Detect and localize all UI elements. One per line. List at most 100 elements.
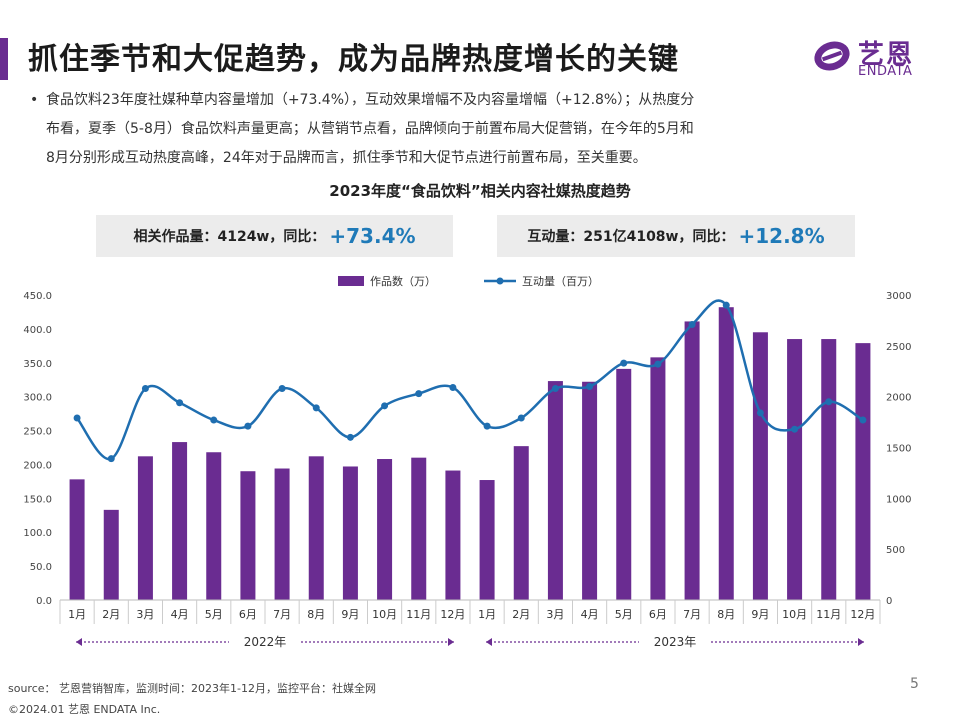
year-arrow-right <box>858 638 864 646</box>
year-group-label: 2023年 <box>654 635 697 649</box>
y-right-tick-label: 2500 <box>886 342 911 353</box>
x-tick-label: 8月 <box>307 608 325 621</box>
works-stat-box: 相关作品量：4124w，同比： +73.4% <box>96 215 453 257</box>
endata-logo-icon <box>814 41 850 71</box>
x-tick-label: 7月 <box>273 608 291 621</box>
bar <box>342 466 358 600</box>
line-point <box>346 433 354 441</box>
y-right-tick-label: 2000 <box>886 393 911 404</box>
bar <box>479 480 495 600</box>
line-point <box>825 398 833 406</box>
bar <box>274 468 290 600</box>
x-tick-label: 4月 <box>581 608 599 621</box>
y-left-tick-label: 100.0 <box>23 528 52 539</box>
bar <box>684 321 700 600</box>
x-tick-label: 6月 <box>239 608 257 621</box>
x-tick-label: 5月 <box>205 608 223 621</box>
legend-bar-label: 作品数（万） <box>370 275 436 288</box>
line-point <box>859 416 867 424</box>
line-point <box>756 409 764 417</box>
x-tick-label: 9月 <box>751 608 769 621</box>
x-tick-label: 12月 <box>440 608 465 621</box>
summary-line-3: 8月分别形成互动热度高峰，24年对于品牌而言，抓住季节和大促节点进行前置布局，至… <box>46 150 647 166</box>
bar <box>377 459 393 600</box>
works-stat-value: +73.4% <box>329 224 416 248</box>
legend-bar-swatch <box>338 276 364 286</box>
x-tick-label: 11月 <box>406 608 431 621</box>
bar <box>582 381 598 600</box>
bar <box>650 357 666 600</box>
x-tick-label: 3月 <box>136 608 154 621</box>
y-left-tick-label: 300.0 <box>23 393 52 404</box>
bar <box>69 479 85 600</box>
y-left-tick-label: 350.0 <box>23 359 52 370</box>
bar <box>172 442 188 600</box>
summary-text: • 食品饮料23年度社媒种草内容量增加（+73.4%），互动效果增幅不及内容量增… <box>28 86 808 173</box>
bar <box>445 470 461 600</box>
line-point <box>586 383 594 390</box>
year-group-label: 2022年 <box>244 635 287 649</box>
line-point <box>517 414 525 422</box>
bullet-dot: • <box>30 92 39 108</box>
bar <box>616 368 632 600</box>
title-accent-bar <box>0 38 8 80</box>
y-left-tick-label: 50.0 <box>30 562 52 573</box>
x-tick-label: 5月 <box>615 608 633 621</box>
line-point <box>176 399 184 407</box>
works-stat-label: 相关作品量：4124w，同比： <box>133 229 326 245</box>
x-tick-label: 8月 <box>717 608 735 621</box>
line-point <box>415 390 423 398</box>
summary-line-1: 食品饮料23年度社媒种草内容量增加（+73.4%），互动效果增幅不及内容量增幅（… <box>46 92 695 108</box>
line-point <box>791 425 799 433</box>
bar <box>137 456 153 600</box>
y-right-tick-label: 0 <box>886 596 892 607</box>
interaction-stat-label: 互动量：251亿4108w，同比： <box>527 229 735 245</box>
year-arrow-left <box>76 638 82 646</box>
line-point <box>73 414 81 422</box>
logo-cn-text: 艺恩 <box>858 40 915 70</box>
line-point <box>449 384 457 392</box>
bar <box>206 452 222 600</box>
line-point <box>278 385 286 393</box>
x-tick-label: 10月 <box>782 608 807 621</box>
line-point <box>551 385 559 393</box>
x-tick-label: 2月 <box>102 608 120 621</box>
line-point <box>107 455 115 463</box>
bar <box>821 339 837 600</box>
interaction-line <box>76 299 864 460</box>
x-tick-label: 12月 <box>850 608 875 621</box>
y-left-tick-label: 400.0 <box>23 325 52 336</box>
y-left-tick-label: 150.0 <box>23 494 52 505</box>
y-right-tick-label: 3000 <box>886 291 911 302</box>
y-right-tick-label: 1000 <box>886 494 911 505</box>
y-left-tick-label: 250.0 <box>23 427 52 438</box>
x-tick-label: 3月 <box>546 608 564 621</box>
line-point <box>381 402 389 410</box>
bar <box>411 457 427 600</box>
logo-en-text: ENDATA <box>858 64 913 79</box>
x-tick-label: 2月 <box>512 608 530 621</box>
chart-title: 2023年度“食品饮料”相关内容社媒热度趋势 <box>329 182 631 200</box>
bar <box>240 471 256 600</box>
x-tick-label: 10月 <box>372 608 397 621</box>
y-right-tick-label: 1500 <box>886 444 911 455</box>
x-tick-label: 1月 <box>478 608 496 621</box>
x-tick-label: 7月 <box>683 608 701 621</box>
interaction-stat-value: +12.8% <box>738 224 825 248</box>
page-number: 5 <box>910 676 919 692</box>
x-tick-label: 9月 <box>341 608 359 621</box>
source-note: source： 艺恩营销智库，监测时间：2023年1-12月，监控平台：社媒全网 <box>8 682 376 695</box>
line-point <box>654 360 662 368</box>
line-point <box>210 416 218 424</box>
line-point <box>688 320 696 328</box>
bar <box>718 307 734 600</box>
line-point <box>312 404 320 412</box>
x-tick-label: 1月 <box>68 608 86 621</box>
bar <box>103 509 119 600</box>
line-point <box>141 385 149 393</box>
endata-logo: 艺恩 ENDATA <box>812 32 932 84</box>
legend-line-marker <box>496 277 504 285</box>
y-left-tick-label: 450.0 <box>23 291 52 302</box>
y-right-tick-label: 500 <box>886 545 905 556</box>
page-title: 抓住季节和大促趋势，成为品牌热度增长的关键 <box>28 42 679 77</box>
